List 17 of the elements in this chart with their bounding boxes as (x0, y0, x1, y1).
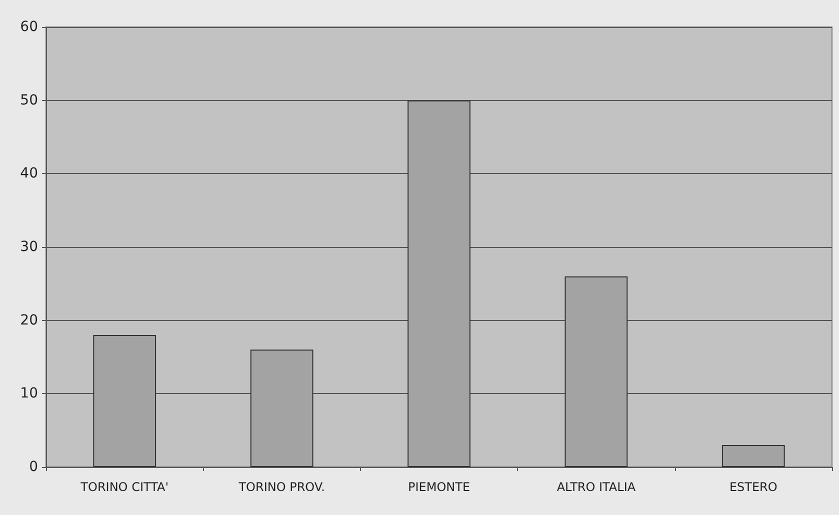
bar (93, 335, 156, 467)
x-tick-label: ESTERO (729, 480, 778, 494)
y-tick-label: 60 (20, 19, 38, 35)
y-tick-label: 10 (20, 386, 38, 402)
bar (564, 276, 628, 467)
y-tick-label: 0 (29, 459, 38, 475)
y-tick-label: 30 (20, 239, 38, 255)
y-tick-label: 50 (20, 92, 38, 108)
y-tick-label: 20 (20, 312, 38, 328)
bar (722, 445, 785, 467)
x-tick-label: TORINO CITTA' (80, 480, 169, 494)
bar (250, 350, 314, 467)
x-tick-label: ALTRO ITALIA (556, 480, 636, 494)
x-tick-label: TORINO PROV. (238, 480, 325, 494)
y-tick-label: 40 (20, 166, 38, 182)
x-tick-label: PIEMONTE (408, 480, 470, 494)
bar (408, 100, 470, 467)
